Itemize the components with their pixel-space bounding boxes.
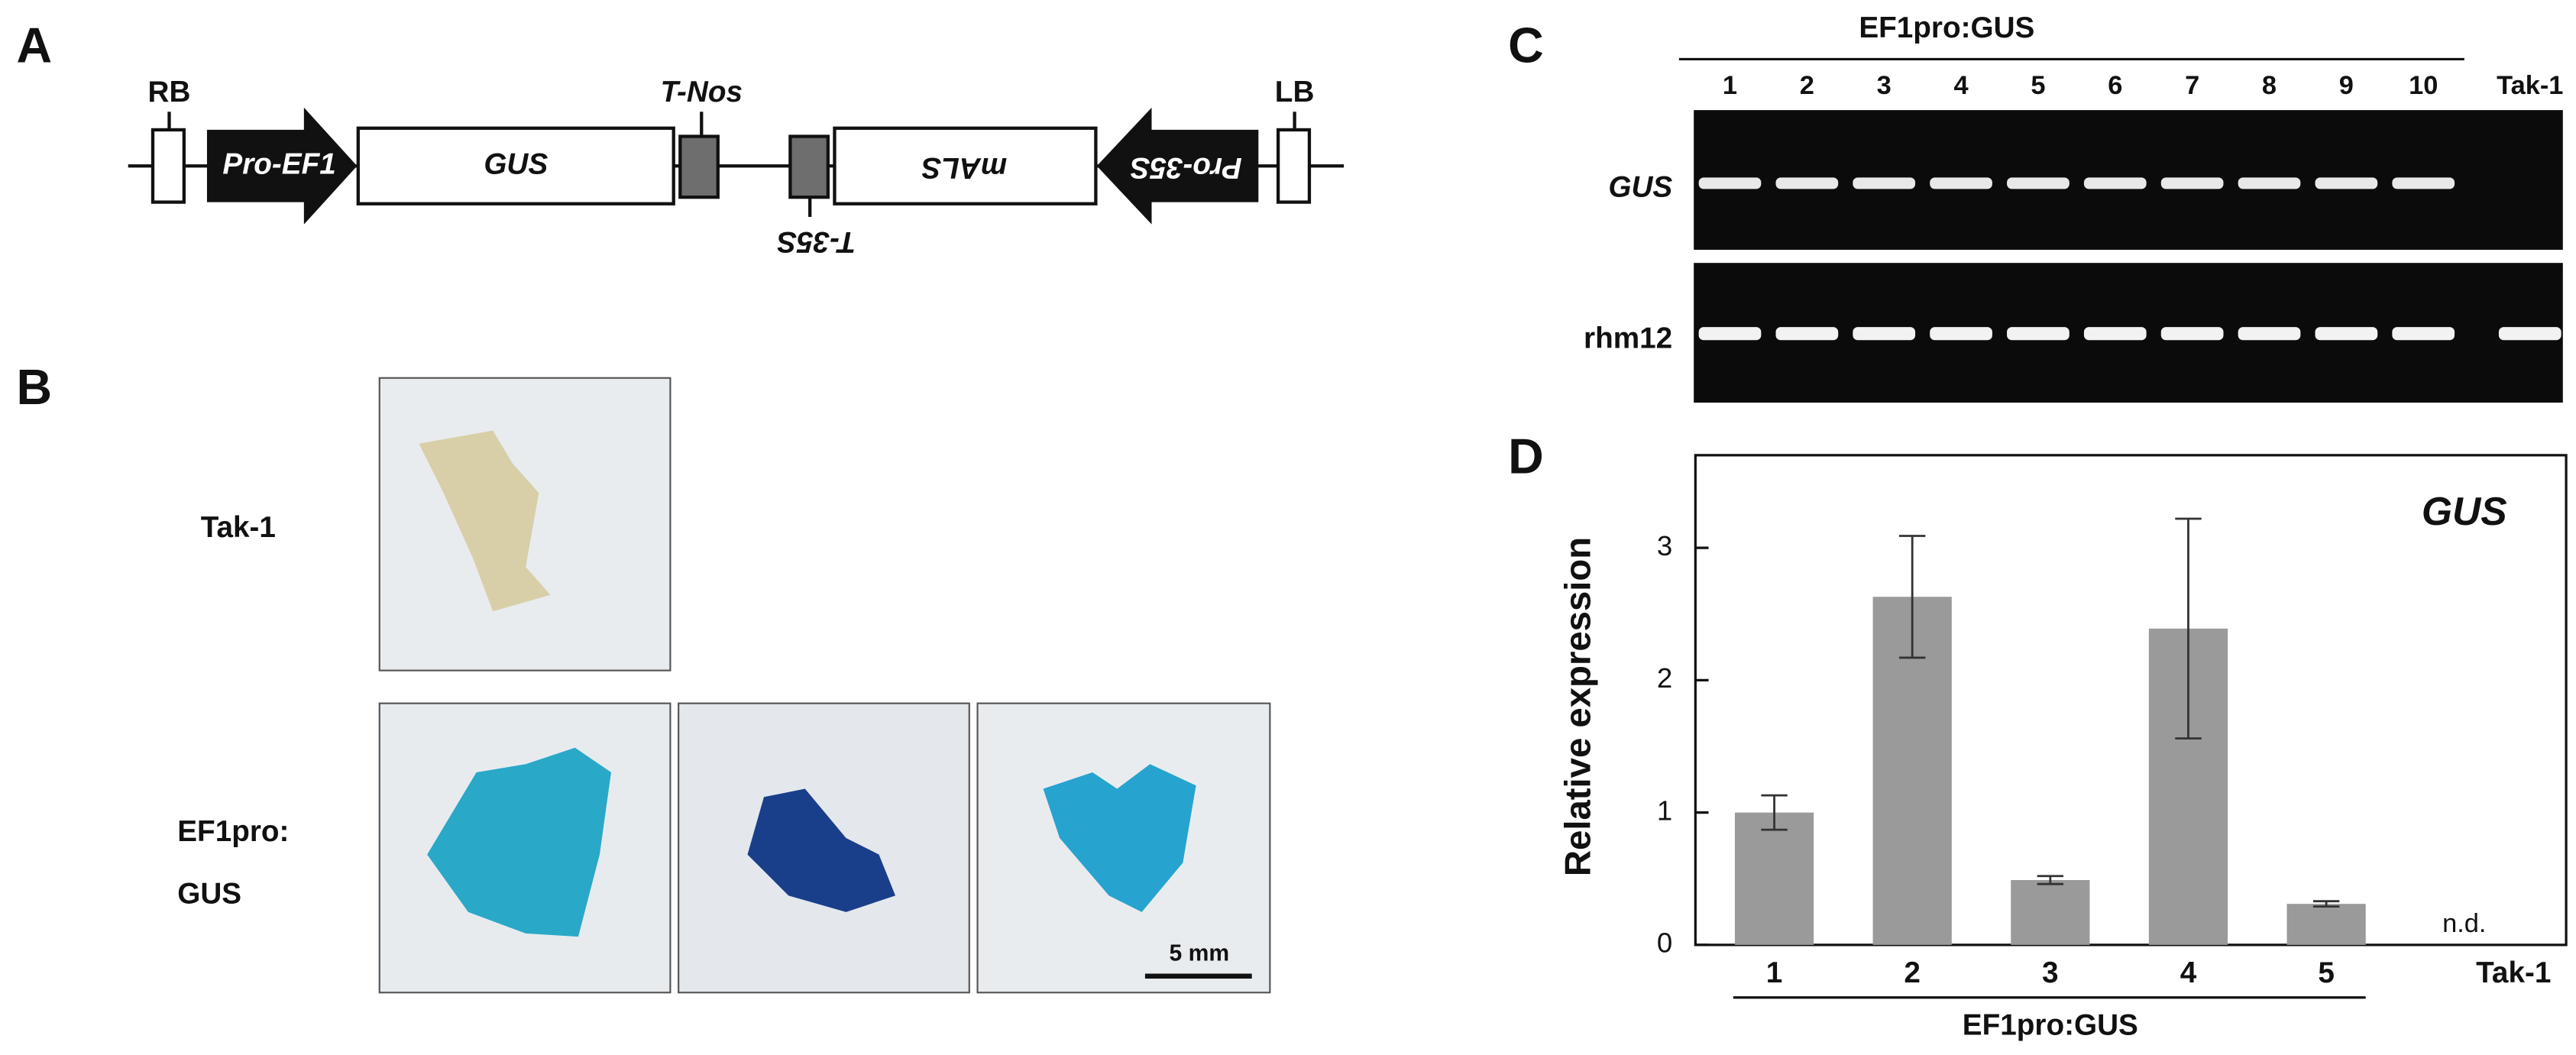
y-axis-label: Relative expression <box>1558 537 1598 876</box>
gel-band <box>2315 177 2378 189</box>
row-label: EF1pro: <box>177 815 289 848</box>
panel-label: B <box>17 360 53 415</box>
bar <box>2011 879 2090 945</box>
y-tick-label: 2 <box>1657 662 1672 694</box>
thallus <box>419 430 551 612</box>
gel-band <box>2315 327 2378 341</box>
thallus <box>427 747 611 937</box>
x-tick-label: 5 <box>2318 956 2335 989</box>
mals-box <box>833 126 1098 205</box>
x-tick-label: Tak-1 <box>2476 956 2551 989</box>
gel-band <box>1853 177 1916 189</box>
gel-band <box>1930 177 1992 189</box>
gel-band <box>2007 177 2070 189</box>
lane-label: 5 <box>2031 71 2045 100</box>
scale-bar-label: 5 mm <box>1170 941 1230 966</box>
construct-label: T-Nos <box>661 76 743 108</box>
lane-label: 2 <box>1800 71 1814 100</box>
bar <box>2286 904 2366 945</box>
lane-label: Tak-1 <box>2497 71 2563 100</box>
error-bar <box>1761 794 1788 831</box>
gel-band <box>2498 327 2561 341</box>
gel-band <box>1698 327 1762 341</box>
error-bar <box>2175 517 2202 740</box>
construct-label: Pro-EF1 <box>222 147 335 180</box>
lane-label: 4 <box>1953 71 1968 100</box>
lane-label: 6 <box>2108 71 2122 100</box>
construct-label: GUS <box>484 147 548 180</box>
y-tick-label: 3 <box>1657 530 1672 561</box>
panel-label: C <box>1508 18 1544 73</box>
lane-label: 7 <box>2185 71 2199 100</box>
thallus <box>747 788 896 912</box>
lb-box <box>1276 128 1312 204</box>
gel-band <box>2083 177 2147 189</box>
gel-band <box>2392 177 2455 189</box>
t35s-box <box>788 134 830 199</box>
group-label: EF1pro:GUS <box>1963 1009 2138 1042</box>
construct-label: mALS <box>921 151 1007 184</box>
gel-band <box>2238 327 2301 341</box>
y-tick-label: 0 <box>1657 927 1672 959</box>
lane-label: 3 <box>1877 71 1892 100</box>
x-tick-label: 2 <box>1904 956 1921 989</box>
construct-label: LB <box>1275 76 1315 108</box>
lane-label: 1 <box>1723 71 1737 100</box>
gel-band <box>2083 327 2147 341</box>
row-label: GUS <box>177 878 241 911</box>
gel-band <box>1698 177 1762 189</box>
pro-35s-arrow <box>1096 107 1259 225</box>
gel-band <box>2392 327 2455 341</box>
construct-map <box>128 107 1345 225</box>
pro-ef1-arrow <box>206 107 358 225</box>
panel-label: D <box>1508 429 1544 484</box>
thallus <box>1043 764 1196 912</box>
tnos-box <box>678 134 720 199</box>
annotation: GUS <box>2422 489 2507 533</box>
row-label: Tak-1 <box>201 511 276 544</box>
gel-band <box>1853 327 1916 341</box>
construct-label: T-35S <box>777 225 856 258</box>
construct-label: Pro-35S <box>1130 151 1241 184</box>
x-tick-label: 1 <box>1766 956 1783 989</box>
gel-band <box>1930 327 1992 341</box>
gel-row-label: rhm12 <box>1584 322 1672 354</box>
rb-box <box>150 128 186 204</box>
gus-box <box>356 126 675 205</box>
lane-label: 9 <box>2339 71 2354 100</box>
gel-band <box>1775 327 1839 341</box>
error-bar <box>1898 535 1926 659</box>
panel-label: A <box>17 18 53 73</box>
gel-row-label: GUS <box>1608 171 1672 204</box>
plot-frame <box>1694 454 2568 947</box>
construct-label: RB <box>148 76 191 108</box>
photos <box>378 377 1271 994</box>
y-tick-label: 1 <box>1657 794 1672 826</box>
gel-band <box>2160 327 2224 341</box>
error-bar <box>2037 875 2064 885</box>
gel-band <box>1775 177 1839 189</box>
gel-group-label: EF1pro:GUS <box>1859 11 2034 44</box>
error-bar <box>2312 900 2340 908</box>
lane-label: 10 <box>2409 71 2438 100</box>
x-tick-label: 4 <box>2180 956 2197 989</box>
gel-band <box>2238 177 2301 189</box>
gel-band <box>2007 327 2070 341</box>
lane-label: 8 <box>2262 71 2277 100</box>
gel-band <box>2160 177 2224 189</box>
bar <box>1734 812 1814 945</box>
x-tick-label: 3 <box>2042 956 2059 989</box>
value-label: n.d. <box>2442 909 2486 938</box>
